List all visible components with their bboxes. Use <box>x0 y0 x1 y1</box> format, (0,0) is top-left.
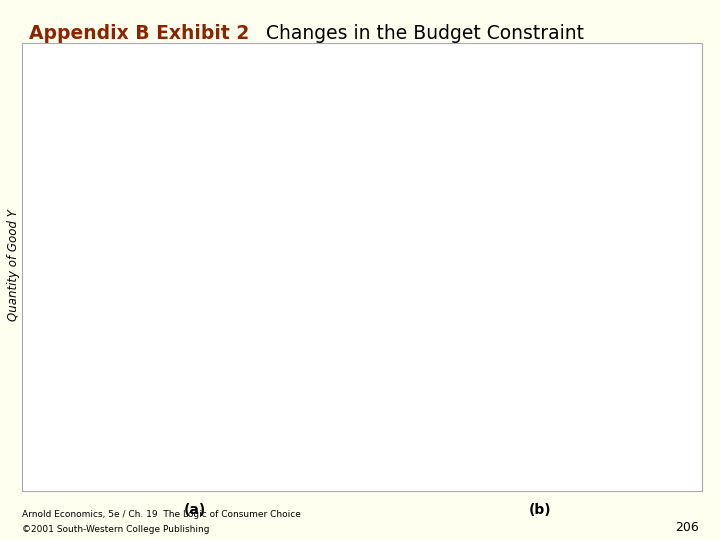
Text: ©2001 South-Western College Publishing: ©2001 South-Western College Publishing <box>22 524 209 534</box>
Text: Increase in
Price of X: Increase in Price of X <box>140 200 249 285</box>
Text: (a): (a) <box>184 503 205 517</box>
Text: Increase
in Income: Increase in Income <box>600 279 683 339</box>
Y-axis label: Quantity of Good Y: Quantity of Good Y <box>6 208 19 321</box>
Text: Changes in the Budget Constraint: Changes in the Budget Constraint <box>266 24 585 43</box>
Text: Decrease
in Income: Decrease in Income <box>516 179 618 240</box>
Text: (b): (b) <box>528 503 552 517</box>
X-axis label: Quantity of Good X: Quantity of Good X <box>484 477 596 490</box>
Y-axis label: Quantity of Good Y: Quantity of Good Y <box>352 208 365 321</box>
Text: Appendix B Exhibit 2: Appendix B Exhibit 2 <box>29 24 249 43</box>
Text: Arnold Economics, 5e / Ch. 19  The Logic of Consumer Choice: Arnold Economics, 5e / Ch. 19 The Logic … <box>22 510 300 519</box>
Text: 206: 206 <box>675 521 698 534</box>
X-axis label: Quantity of Good X: Quantity of Good X <box>138 477 251 490</box>
Text: Decrease in
Price of X: Decrease in Price of X <box>231 265 326 339</box>
